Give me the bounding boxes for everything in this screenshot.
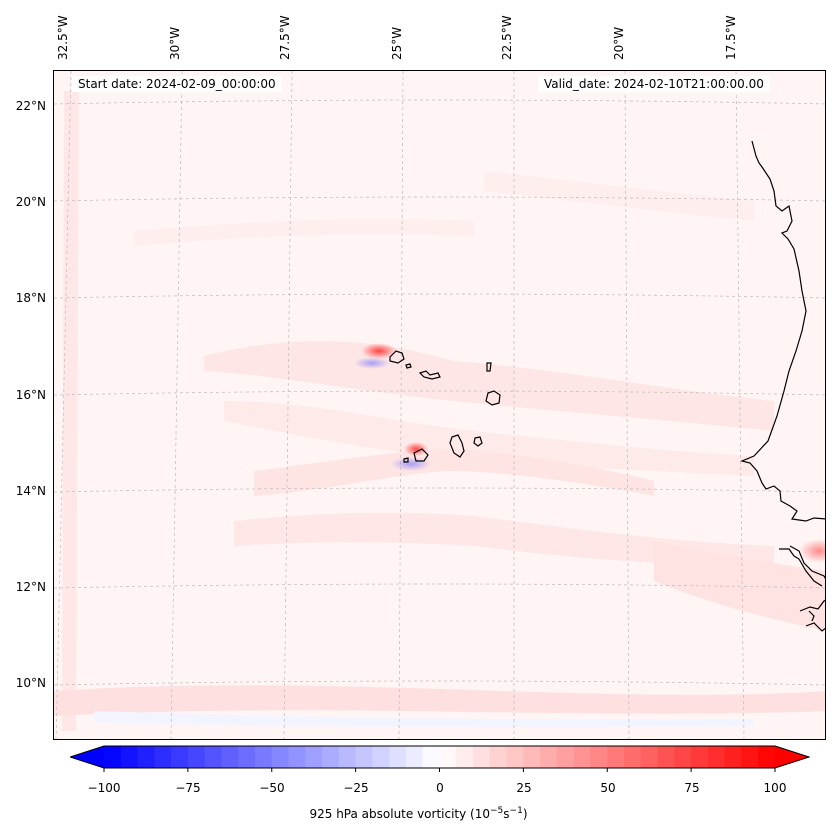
colorbar-cell xyxy=(674,746,692,768)
gridlines xyxy=(54,71,825,739)
colorbar-cell xyxy=(221,746,239,768)
island-brava xyxy=(403,457,409,463)
colorbar-cell xyxy=(422,746,440,768)
colorbar-cell xyxy=(657,746,675,768)
colorbar-cell xyxy=(271,746,290,768)
colorbar-cell xyxy=(154,746,172,768)
valid-date-label: Valid_date: 2024-02-10T21:00:00.00 xyxy=(538,76,770,92)
lon-label-30w: 30°W xyxy=(168,26,182,60)
colorbar-cell xyxy=(758,746,776,768)
colorbar-cell xyxy=(171,746,189,768)
colorbar-cell xyxy=(707,746,726,768)
colorbar-cell xyxy=(187,746,206,768)
colorbar-cell xyxy=(405,746,424,768)
vorticity-field xyxy=(54,71,825,739)
lon-label-27-5w: 27.5°W xyxy=(278,15,292,60)
colorbar-cells xyxy=(70,746,809,768)
lat-label-22n: 22°N xyxy=(15,99,46,113)
colorbar-cell xyxy=(322,746,340,768)
colorbar-tick-label: 100 xyxy=(763,781,787,795)
lat-label-18n: 18°N xyxy=(15,291,46,305)
colorbar-tick-label: 50 xyxy=(600,781,616,795)
colorbar-cell xyxy=(204,746,222,768)
colorbar-extend-max xyxy=(775,746,809,768)
colorbar-tick-label: −100 xyxy=(87,781,121,795)
coastlines xyxy=(389,140,825,632)
colorbar-cell xyxy=(691,746,709,768)
colorbar xyxy=(70,745,810,772)
map-frame xyxy=(53,70,826,740)
colorbar-tick-label: 0 xyxy=(436,781,444,795)
island-sal xyxy=(486,362,492,372)
vorticity-map xyxy=(54,71,825,739)
island-sao-nicolau xyxy=(418,370,441,380)
colorbar-cell xyxy=(590,746,608,768)
colorbar-cell xyxy=(640,746,659,768)
colorbar-cell xyxy=(724,746,742,768)
lon-label-25w: 25°W xyxy=(390,26,404,60)
island-sao-vicente xyxy=(405,363,412,369)
colorbar-cell xyxy=(137,746,155,768)
lat-label-14n: 14°N xyxy=(15,484,46,498)
colorbar-cell xyxy=(624,746,642,768)
colorbar-tick-label: −75 xyxy=(175,781,201,795)
lat-label-12n: 12°N xyxy=(15,580,46,594)
island-maio xyxy=(473,436,483,447)
colorbar-cell xyxy=(254,746,273,768)
colorbar-cell xyxy=(238,746,256,768)
colorbar-cell xyxy=(120,746,139,768)
colorbar-cell xyxy=(473,746,491,768)
lon-label-17-5w: 17.5°W xyxy=(724,15,738,60)
colorbar-cell xyxy=(573,746,591,768)
colorbar-cell xyxy=(389,746,407,768)
island-santiago xyxy=(449,434,465,458)
colorbar-cell xyxy=(506,746,524,768)
island-boa-vista xyxy=(485,390,501,406)
lon-label-32-5w: 32.5°W xyxy=(56,15,70,60)
colorbar-cell xyxy=(456,746,474,768)
colorbar-tick-label: −25 xyxy=(343,781,369,795)
lon-label-20w: 20°W xyxy=(612,26,626,60)
colorbar-cell xyxy=(305,746,323,768)
colorbar-tick-label: 75 xyxy=(684,781,700,795)
colorbar-extend-min xyxy=(70,746,104,768)
africa-coastline xyxy=(740,140,825,522)
lat-label-16n: 16°N xyxy=(15,388,46,402)
colorbar-cell xyxy=(489,746,508,768)
lon-label-22-5w: 22.5°W xyxy=(500,15,514,60)
island-fogo xyxy=(413,448,429,462)
colorbar-cell xyxy=(355,746,373,768)
colorbar-cell xyxy=(338,746,357,768)
colorbar-cell xyxy=(741,746,759,768)
colorbar-cell xyxy=(523,746,541,768)
colorbar-cell xyxy=(556,746,575,768)
colorbar-tick-label: −50 xyxy=(259,781,285,795)
colorbar-cell xyxy=(607,746,625,768)
colorbar-cell xyxy=(104,746,122,768)
colorbar-cell xyxy=(372,746,390,768)
colorbar-cell xyxy=(540,746,558,768)
colorbar-cell xyxy=(439,746,457,768)
start-date-label: Start date: 2024-02-09_00:00:00 xyxy=(72,76,282,92)
colorbar-cell xyxy=(288,746,306,768)
island-santo-antao xyxy=(389,350,405,364)
colorbar-tick-label: 25 xyxy=(516,781,532,795)
colorbar-title: 925 hPa absolute vorticity (10−5s−1) xyxy=(309,806,528,821)
lat-label-20n: 20°N xyxy=(15,195,46,209)
lat-label-10n: 10°N xyxy=(15,676,46,690)
